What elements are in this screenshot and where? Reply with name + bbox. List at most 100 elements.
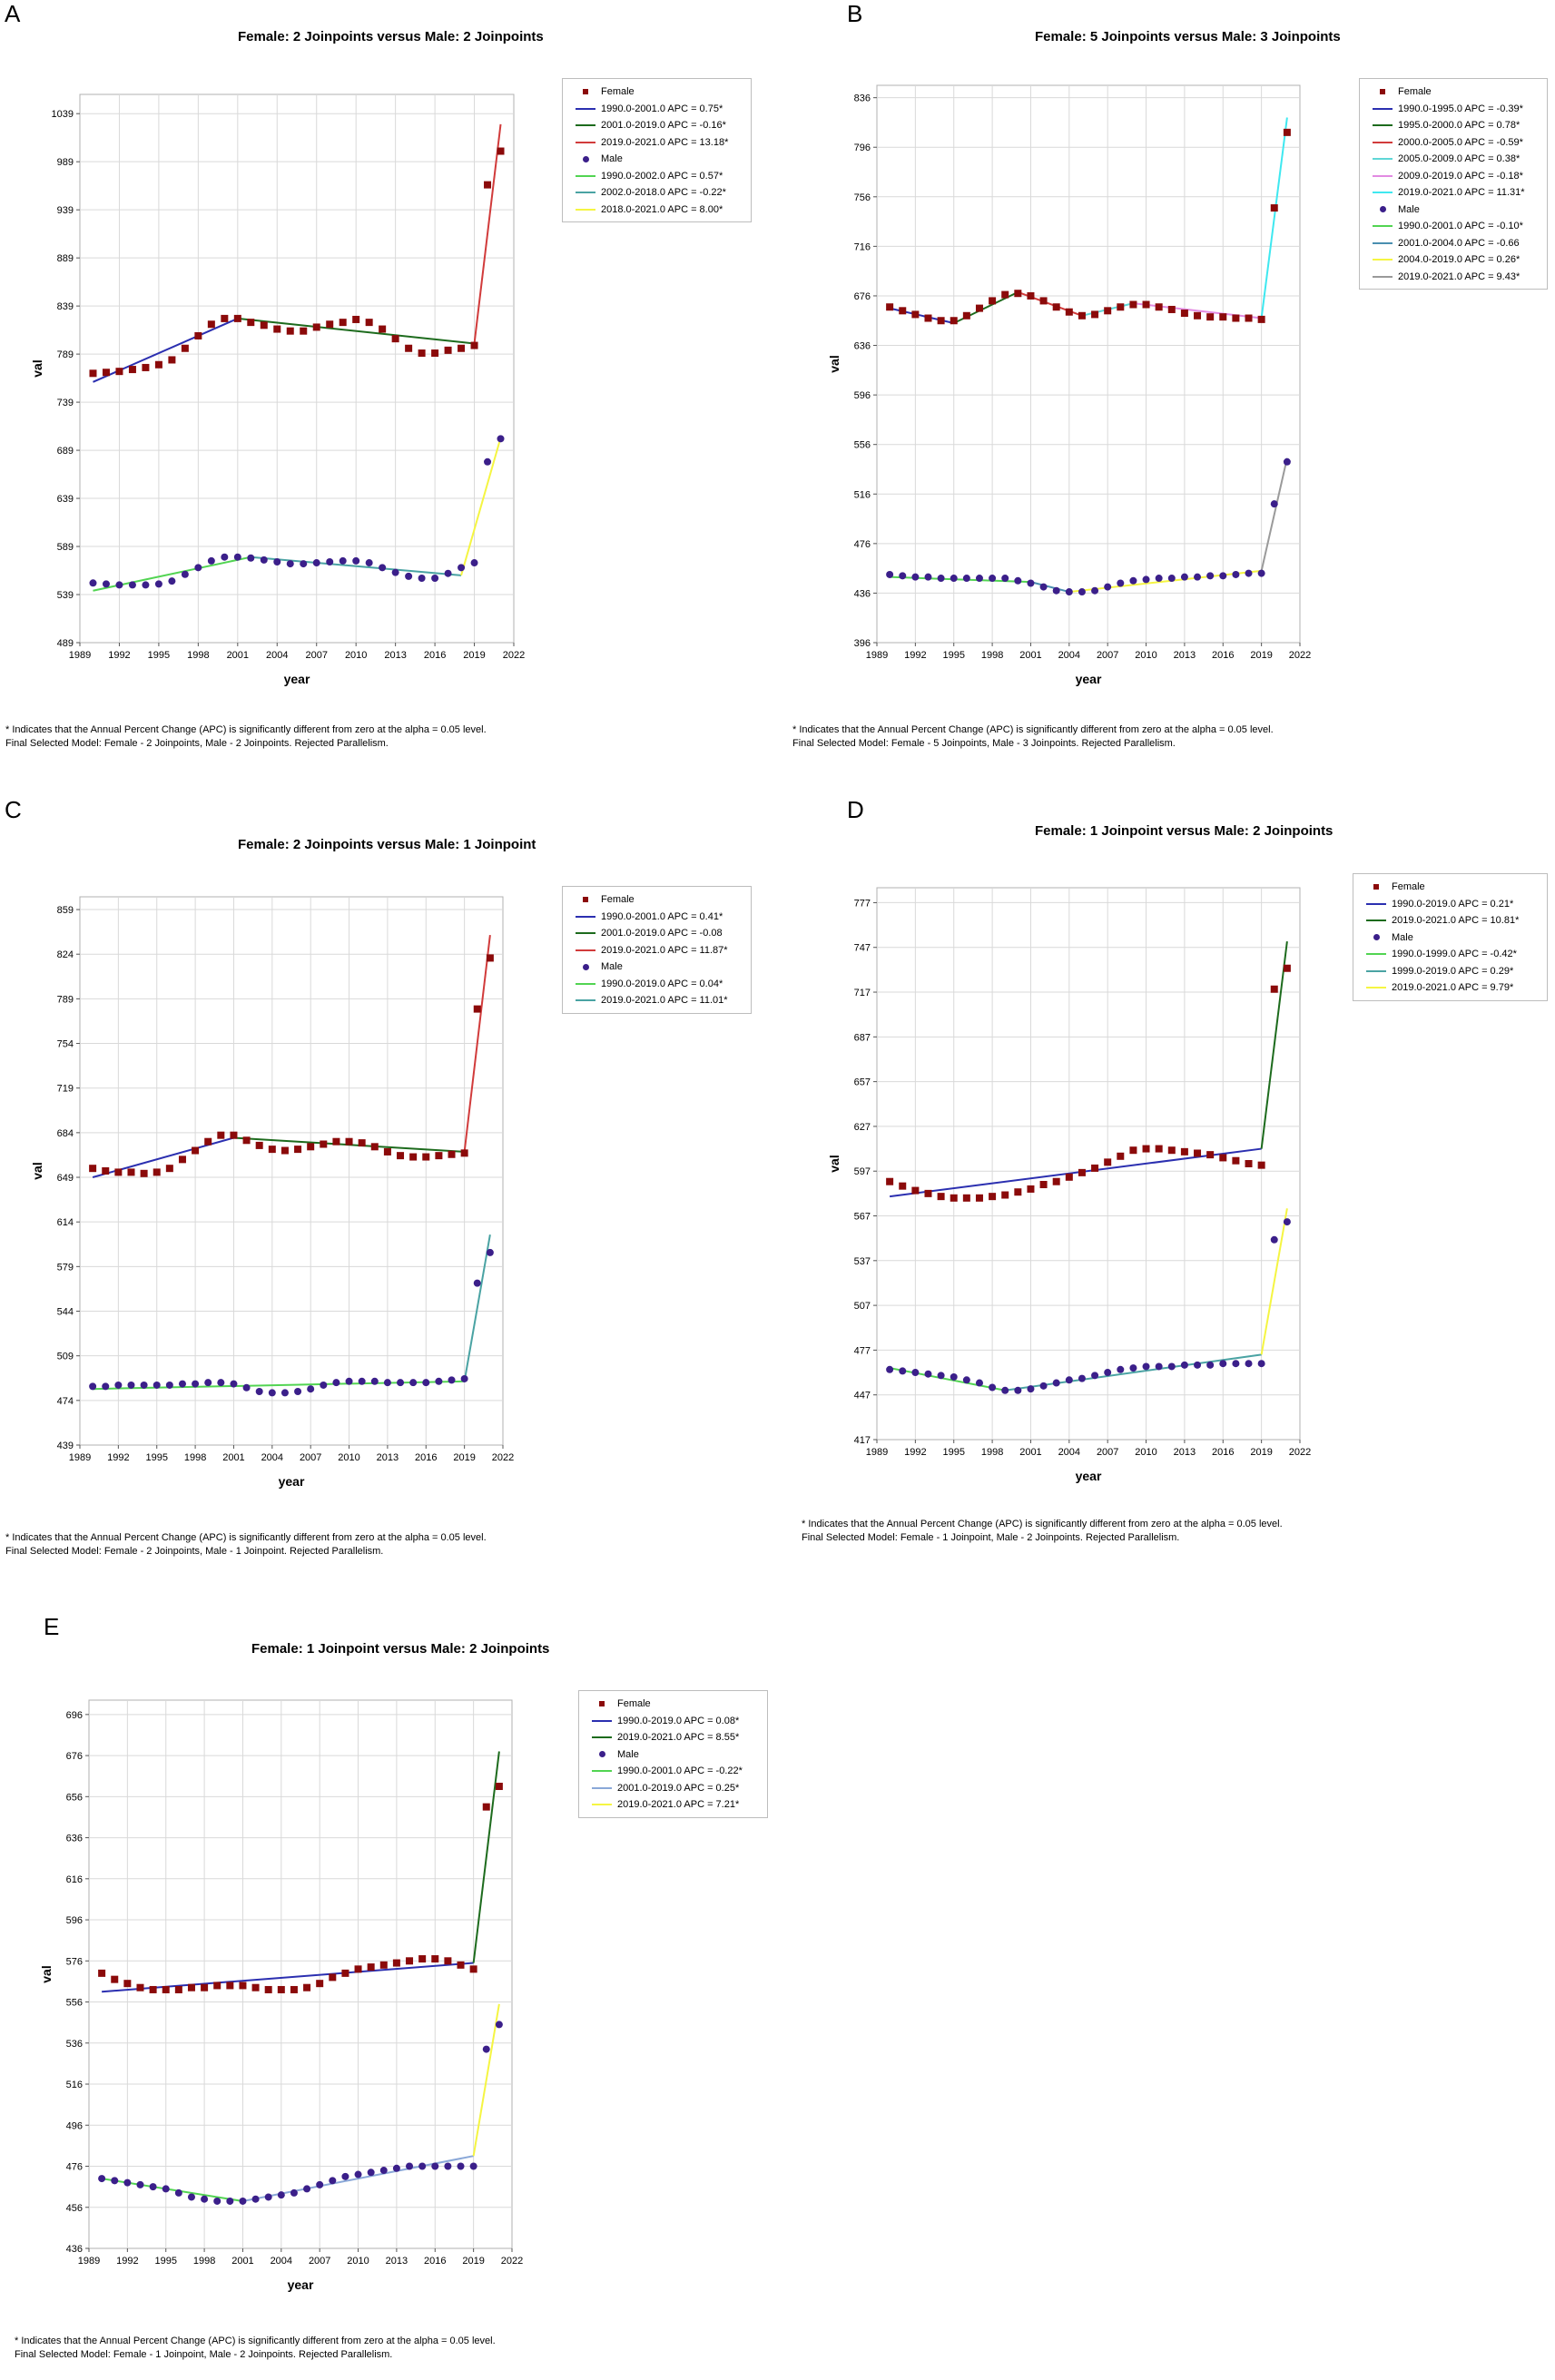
legend-entry: 2005.0-2009.0 APC = 0.38* (1367, 151, 1540, 168)
male-point (320, 1381, 328, 1389)
female-point (102, 369, 110, 377)
legend-label: 2018.0-2021.0 APC = 8.00* (601, 203, 723, 215)
female-point (264, 1985, 272, 1993)
legend-label: 1990.0-2002.0 APC = 0.57* (601, 170, 723, 182)
female-point (316, 1980, 324, 1988)
legend-entry: 2019.0-2021.0 APC = 13.18* (570, 134, 743, 152)
male-point (989, 1383, 997, 1392)
male-point (136, 2180, 144, 2188)
female-point (460, 1149, 468, 1157)
female-point (127, 1168, 135, 1176)
x-tick-label: 2019 (463, 650, 485, 661)
female-point (950, 317, 958, 325)
male-point (457, 2162, 465, 2170)
footnote: * Indicates that the Annual Percent Chan… (15, 2335, 496, 2362)
female-point (217, 1131, 225, 1139)
legend-entry: 2000.0-2005.0 APC = -0.59* (1367, 134, 1540, 152)
chart-panel-c: 1989 1992 1995 1998 2001 2004 2007 2010 2013 2016… (30, 896, 514, 1489)
female-point (1001, 1191, 1009, 1199)
fit-segment (460, 438, 502, 576)
legend-entry: Male (1367, 202, 1540, 219)
female-point (924, 314, 932, 322)
female-point (345, 1137, 353, 1146)
y-tick-label: 556 (66, 1998, 83, 2009)
female-point (1078, 1168, 1086, 1176)
male-point (1104, 583, 1112, 591)
female-point (1117, 303, 1125, 311)
male-point (431, 2162, 439, 2170)
male-point (484, 457, 492, 466)
female-point (174, 1985, 182, 1993)
y-tick-label: 716 (854, 241, 871, 252)
line-swatch-icon (1367, 107, 1398, 110)
male-point (352, 556, 360, 565)
plot-area (88, 1699, 513, 2249)
female-point (1027, 1185, 1035, 1193)
male-point (178, 1380, 186, 1388)
fit-segment (463, 935, 491, 1153)
male-point (418, 575, 426, 583)
y-tick-label: 596 (854, 390, 871, 401)
female-point (469, 1965, 477, 1973)
female-point (1142, 1145, 1150, 1153)
y-tick-label: 596 (66, 1915, 83, 1926)
footnote-line: Final Selected Model: Female - 1 Joinpoi… (15, 2349, 393, 2360)
female-point (98, 1969, 106, 1977)
line-swatch-icon (1367, 174, 1398, 177)
female-point (123, 1980, 132, 1988)
male-point (370, 1377, 379, 1385)
x-tick-label: 1995 (154, 2256, 176, 2267)
male-point (1270, 1235, 1278, 1244)
y-tick-label: 636 (66, 1834, 83, 1844)
chart-title: Female: 2 Joinpoints versus Male: 2 Join… (238, 29, 544, 44)
line-swatch-icon (570, 949, 601, 951)
y-tick-label: 676 (854, 291, 871, 302)
female-point (458, 344, 466, 352)
female-point (1180, 310, 1188, 318)
female-point (486, 954, 494, 962)
legend-label: Female (601, 894, 635, 906)
female-point (154, 360, 162, 369)
x-tick-label: 2016 (424, 650, 446, 661)
x-tick-label: 2013 (386, 2256, 408, 2267)
x-tick-label: 2013 (1174, 1447, 1196, 1458)
y-tick-label: 796 (854, 143, 871, 153)
male-point (469, 2162, 477, 2170)
footnote: * Indicates that the Annual Percent Chan… (802, 1518, 1283, 1545)
female-point (975, 304, 983, 312)
chart-legend: Female 1990.0-2001.0 APC = 0.41* 2001.0-20… (562, 886, 752, 1014)
y-tick-label: 597 (854, 1166, 871, 1177)
male-point (924, 1370, 932, 1378)
male-point (365, 559, 373, 567)
legend-label: 2000.0-2005.0 APC = -0.59* (1398, 136, 1523, 148)
y-tick-label: 539 (57, 590, 74, 601)
y-tick-label: 696 (66, 1710, 83, 1721)
female-point (473, 1005, 481, 1013)
female-point (1270, 204, 1278, 212)
legend-entry: 1990.0-2001.0 APC = 0.75* (570, 101, 743, 118)
x-axis-label: year (288, 2277, 314, 2292)
female-point (1052, 303, 1060, 311)
female-point (383, 1147, 391, 1156)
male-point (383, 1379, 391, 1387)
y-tick-label: 507 (854, 1301, 871, 1312)
male-point (1180, 573, 1188, 581)
square-marker-icon (1361, 884, 1392, 890)
female-point (989, 1193, 997, 1201)
male-point (406, 2162, 414, 2170)
female-point (1167, 1146, 1176, 1155)
female-point (962, 1194, 970, 1202)
legend-entry: Male (1361, 929, 1540, 947)
female-point (1167, 305, 1176, 313)
line-swatch-icon (570, 107, 601, 110)
y-tick-label: 889 (57, 253, 74, 264)
legend-entry: 1990.0-1995.0 APC = -0.39* (1367, 101, 1540, 118)
legend-label: 2001.0-2019.0 APC = 0.25* (617, 1782, 740, 1794)
male-point (911, 1369, 920, 1377)
female-point (886, 303, 894, 311)
male-point (886, 1365, 894, 1373)
male-point (1014, 1386, 1022, 1394)
male-point (1142, 1362, 1150, 1371)
male-point (242, 1383, 251, 1392)
male-point (1091, 1372, 1099, 1380)
